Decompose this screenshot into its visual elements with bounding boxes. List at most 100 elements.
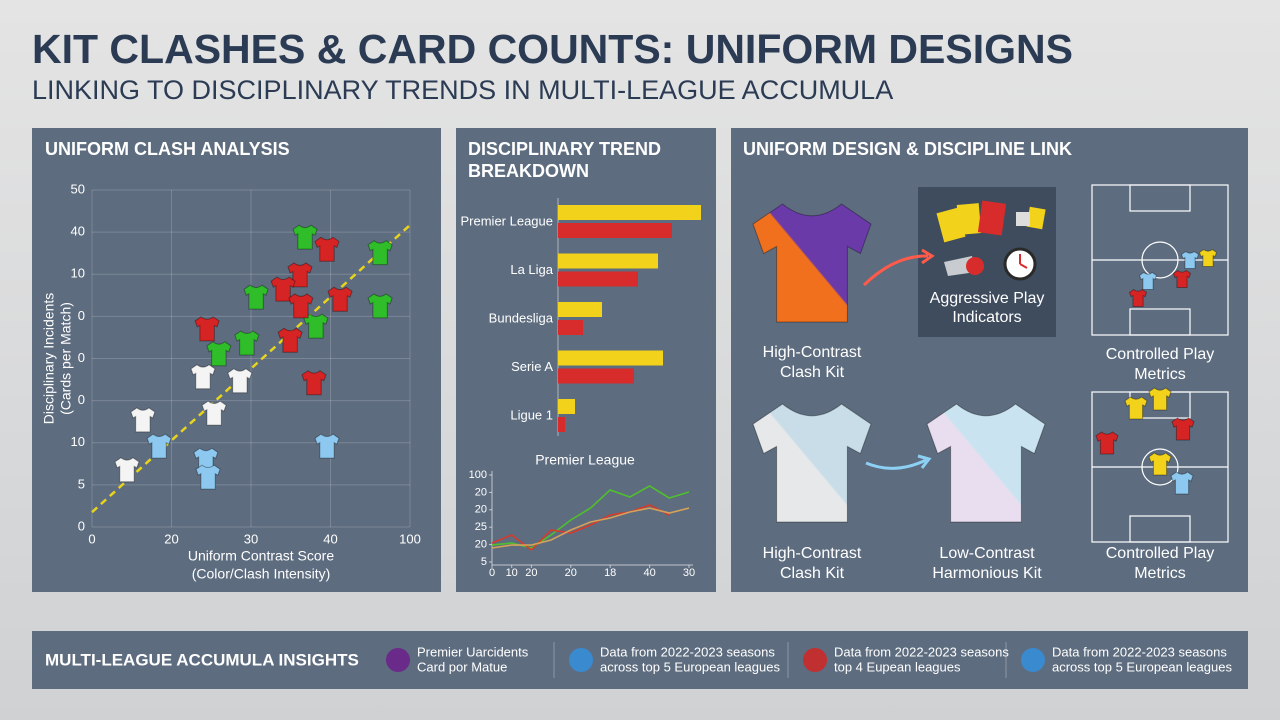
- insight-text: top 4 Eupean leagues: [834, 659, 961, 674]
- insights-title: MULTI-LEAGUE ACCUMULA INSIGHTS: [45, 650, 359, 669]
- kit-caption: Metrics: [1134, 565, 1186, 582]
- arrow: [921, 248, 935, 265]
- line-series: [491, 504, 670, 552]
- x-tick-label: 0: [489, 567, 495, 579]
- x-tick-label: 10: [506, 567, 518, 579]
- data-point: [302, 371, 326, 395]
- kit-caption: High-Contrast: [763, 344, 862, 361]
- arrow: [917, 454, 932, 469]
- y-tick-label: 0: [78, 350, 85, 365]
- insight-text: Data from 2022-2023 seasons: [1052, 644, 1227, 659]
- y-tick-label: 20: [475, 539, 487, 551]
- page-title: KIT CLASHES & CARD COUNTS: UNIFORM DESIG…: [32, 26, 1073, 72]
- y-tick-label: 5: [78, 476, 85, 491]
- data-point: [235, 331, 259, 355]
- data-point: [131, 408, 155, 432]
- kit-caption: Indicators: [952, 309, 1021, 326]
- kit-caption: High-Contrast: [763, 545, 862, 562]
- y-tick-label: 50: [71, 181, 85, 196]
- category-label: Ligue 1: [510, 407, 553, 422]
- data-point: [271, 277, 295, 301]
- insight-text: Premier Uarcidents: [417, 644, 529, 659]
- data-point: [368, 294, 392, 318]
- chart-title: Premier League: [535, 452, 635, 468]
- category-label: Serie A: [511, 359, 553, 374]
- pitch-diagrams: [1092, 184, 1229, 543]
- chart-title: UNIFORM CLASH ANALYSIS: [45, 139, 290, 159]
- data-point: [196, 465, 220, 489]
- bar: [558, 368, 634, 384]
- insight-text: Card por Matue: [417, 659, 507, 674]
- data-point: [368, 241, 392, 265]
- y-tick-label: 20: [475, 504, 487, 516]
- x-tick-label: 20: [565, 567, 577, 579]
- y-tick-label: 5: [481, 556, 487, 568]
- page-subtitle: LINKING TO DISCIPLINARY TRENDS IN MULTI-…: [32, 75, 893, 105]
- data-point: [289, 294, 313, 318]
- x-tick-label: 30: [244, 531, 258, 546]
- y-tick-label: 0: [78, 518, 85, 533]
- league-icon: [1021, 648, 1045, 672]
- data-point: [328, 287, 352, 311]
- kit-caption: Controlled Play: [1106, 346, 1215, 363]
- player-icon: [1200, 250, 1217, 267]
- player-icon: [1149, 388, 1171, 410]
- player-icon: [1125, 397, 1147, 419]
- kit-caption: Harmonious Kit: [932, 565, 1042, 582]
- arrow: [862, 254, 929, 287]
- pitch-line: [1129, 184, 1191, 212]
- x-axis-label: Uniform Contrast Score: [188, 548, 334, 564]
- kit: [927, 404, 1045, 522]
- x-tick-label: 30: [683, 567, 695, 579]
- player-icon: [1096, 432, 1118, 454]
- x-tick-label: 40: [643, 567, 655, 579]
- league-icon: [803, 648, 827, 672]
- data-point: [195, 317, 219, 341]
- y-axis-label: (Cards per Match): [58, 302, 74, 415]
- chart-title: BREAKDOWN: [468, 161, 589, 181]
- kit: [753, 204, 871, 322]
- kit-caption: Clash Kit: [780, 364, 845, 381]
- bar: [558, 320, 583, 335]
- x-tick-label: 40: [323, 531, 337, 546]
- chart-title: DISCIPLINARY TREND: [468, 139, 661, 159]
- data-point: [244, 285, 268, 309]
- bar: [558, 399, 575, 414]
- y-tick-label: 0: [78, 308, 85, 323]
- panel: [32, 128, 441, 592]
- data-point: [315, 434, 339, 458]
- insight-text: Data from 2022-2023 seasons: [600, 644, 775, 659]
- data-point: [228, 369, 252, 393]
- kit-caption: Clash Kit: [780, 565, 845, 582]
- y-tick-label: 100: [469, 469, 487, 481]
- insight-text: across top 5 European leagues: [1052, 659, 1232, 674]
- kit-caption: Controlled Play: [1106, 545, 1215, 562]
- bar: [558, 350, 663, 366]
- card-icons: [936, 200, 1046, 281]
- player-icon: [1182, 252, 1199, 269]
- line-series: [491, 507, 690, 549]
- player-icon: [1130, 290, 1147, 307]
- league-icon: [386, 648, 410, 672]
- category-label: Premier League: [461, 213, 554, 228]
- bar: [558, 271, 638, 287]
- category-label: Bundesliga: [489, 310, 554, 325]
- kit-caption: Low-Contrast: [939, 545, 1035, 562]
- y-tick-label: 20: [475, 486, 487, 498]
- line-series: [491, 485, 690, 549]
- bar: [558, 302, 602, 317]
- player-icon: [1171, 472, 1193, 494]
- kit-caption: Aggressive Play: [930, 290, 1045, 307]
- league-icon: [569, 648, 593, 672]
- insight-text: Data from 2022-2023 seasons: [834, 644, 1009, 659]
- pitch-line: [1141, 241, 1179, 279]
- category-label: La Liga: [510, 262, 553, 277]
- bar: [558, 205, 701, 220]
- x-tick-label: 20: [164, 531, 178, 546]
- player-icon: [1172, 418, 1194, 440]
- data-point: [202, 401, 226, 425]
- y-tick-label: 0: [78, 392, 85, 407]
- x-tick-label: 0: [88, 531, 95, 546]
